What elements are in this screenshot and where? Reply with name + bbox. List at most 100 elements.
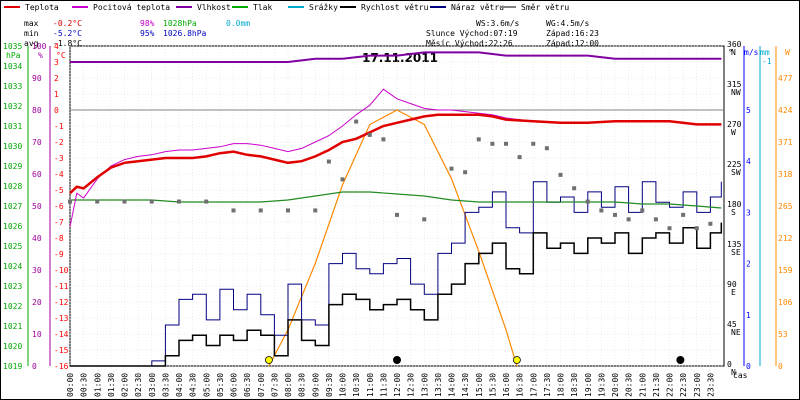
y-tick-dir-name: E xyxy=(731,288,736,297)
y-tick-dir-name: SW xyxy=(731,168,741,177)
x-tick-label: 17:30 xyxy=(543,373,552,397)
y-tick-dir-name: W xyxy=(731,128,736,137)
stat-min-temp: -5.2°C xyxy=(53,29,82,38)
y-tick-w: 106 xyxy=(778,298,793,307)
x-tick-label: 01:30 xyxy=(107,373,116,397)
y-tick-ms: 4 xyxy=(746,157,751,166)
x-tick-label: 01:00 xyxy=(93,373,102,397)
y-tick-pct: 30 xyxy=(32,266,42,275)
y-tick-hpa: 1031 xyxy=(3,122,22,131)
wind-dir-point xyxy=(708,221,713,226)
y-axis-unit-ms: m/s xyxy=(744,48,759,57)
wind-dir-point xyxy=(463,170,468,175)
y-axis-unit-w: W xyxy=(785,48,790,57)
wind-dir-point xyxy=(422,217,427,222)
x-tick-label: 17:00 xyxy=(529,373,538,397)
stat-min-label: min xyxy=(24,29,39,38)
x-tick-label: 10:00 xyxy=(339,373,348,397)
solar-radiation-line xyxy=(268,109,518,367)
y-tick-degc: -9 xyxy=(54,250,64,259)
wind-dir-point xyxy=(449,166,454,171)
y-tick-w: 53 xyxy=(778,330,788,339)
x-tick-label: 11:30 xyxy=(379,373,388,397)
x-tick-label: 02:00 xyxy=(121,373,130,397)
wind-dir-point xyxy=(681,212,686,217)
y-tick-degc: -1 xyxy=(54,122,64,131)
x-tick-label: 04:30 xyxy=(189,373,198,397)
wind-dir-point xyxy=(640,208,645,213)
x-tick-label: 22:00 xyxy=(666,373,675,397)
wind-dir-point xyxy=(286,208,290,213)
wind-dir-point xyxy=(326,159,331,164)
y-tick-pct: 80 xyxy=(32,106,42,115)
stat-max-label: max xyxy=(24,19,39,28)
x-axis-label: čas xyxy=(733,370,748,380)
y-tick-degc: 4 xyxy=(54,42,59,51)
wind-dir-point xyxy=(68,199,72,204)
humidity-line xyxy=(70,51,722,63)
y-tick-degc: -13 xyxy=(54,314,69,323)
x-tick-label: 14:30 xyxy=(461,373,470,397)
y-tick-dir-name: S xyxy=(731,208,736,217)
y-tick-ms: 3 xyxy=(746,208,751,217)
chart-title: 17.11.2011 xyxy=(362,51,438,65)
legend-label: Rychlost větru xyxy=(361,3,429,12)
stat-max-temp: -0.2°C xyxy=(53,19,82,28)
wind-dir-point xyxy=(367,132,372,137)
y-tick-degc: -8 xyxy=(54,234,64,243)
y-tick-ms: 1 xyxy=(746,311,751,320)
x-tick-label: 12:00 xyxy=(393,373,402,397)
wind-dir-point xyxy=(572,186,577,191)
y-tick-pct: 50 xyxy=(32,202,42,211)
x-tick-label: 07:30 xyxy=(270,373,279,397)
x-tick-label: 04:00 xyxy=(175,373,184,397)
wind-dir-point xyxy=(626,217,631,222)
y-tick-dir-name: NE xyxy=(731,328,741,337)
x-tick-label: 21:30 xyxy=(652,373,661,397)
legend-label: Teplota xyxy=(25,3,59,12)
sunrise-marker xyxy=(265,356,273,364)
x-tick-label: 23:00 xyxy=(693,373,702,397)
y-tick-degc: -7 xyxy=(54,218,64,227)
y-tick-pct: 90 xyxy=(32,74,42,83)
y-tick-degc: -11 xyxy=(54,282,69,291)
y-tick-hpa: 1021 xyxy=(3,322,22,331)
y-tick-degc: -3 xyxy=(54,154,64,163)
x-tick-label: 05:00 xyxy=(202,373,211,397)
legend-label: Srážky xyxy=(309,3,338,12)
wind-dir-point xyxy=(476,137,481,142)
y-tick-dir-name: N xyxy=(731,368,736,377)
y-tick-hpa: 1023 xyxy=(3,282,22,291)
x-tick-label: 02:30 xyxy=(134,373,143,397)
wind-dir-point xyxy=(694,226,699,231)
y-tick-hpa: 1020 xyxy=(3,342,22,351)
legend: Teplota Pocitová teplota Vlhkost Tlak Srážky… xyxy=(4,3,569,12)
y-tick-w: 424 xyxy=(778,106,793,115)
y-tick-degc: -16 xyxy=(54,362,69,371)
y-tick-degc: -15 xyxy=(54,346,69,355)
stat-min-hum: 95% xyxy=(140,29,155,38)
y-tick-hpa: 1022 xyxy=(3,302,22,311)
y-tick-dir: 45 xyxy=(727,320,737,329)
x-tick-label: 06:00 xyxy=(230,373,239,397)
x-tick-label: 19:30 xyxy=(597,373,606,397)
y-tick-degc: -12 xyxy=(54,298,69,307)
wind-dir-point xyxy=(490,141,495,146)
y-tick-hpa: 1024 xyxy=(3,262,22,271)
y-tick-ms: 2 xyxy=(746,260,751,269)
y-tick-pct: 10 xyxy=(32,330,42,339)
legend-label: Směr větru xyxy=(521,3,569,12)
temperature-line xyxy=(69,113,722,195)
x-tick-label: 03:00 xyxy=(148,373,157,397)
y-axis-unit-deg: ° xyxy=(728,48,733,57)
y-tick-degc: 0 xyxy=(54,106,59,115)
wind-dir-point xyxy=(204,199,209,204)
x-tick-label: 21:00 xyxy=(638,373,647,397)
y-tick-ms: 0 xyxy=(746,362,751,371)
x-tick-label: 06:30 xyxy=(243,373,252,397)
wind-dir-point xyxy=(653,217,658,222)
y-tick-pct: 70 xyxy=(32,138,42,147)
y-tick-hpa: 1027 xyxy=(3,202,22,211)
moon-set: Západ:12:00 xyxy=(546,39,599,48)
